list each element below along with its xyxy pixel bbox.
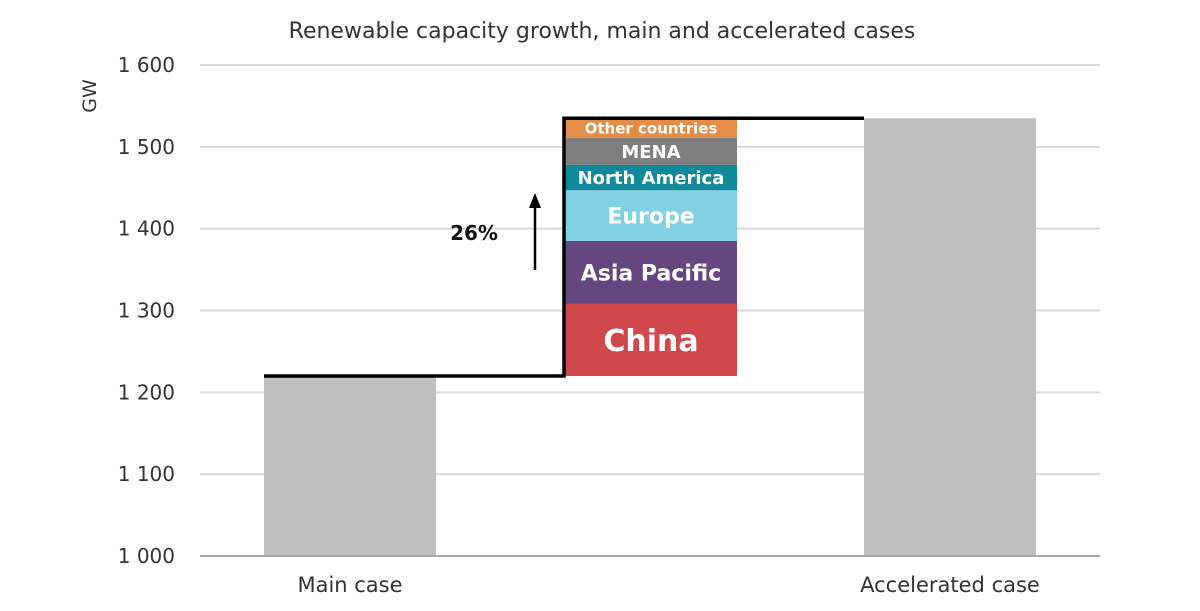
y-axis-label: GW — [79, 79, 101, 113]
segment-label: Asia Pacific — [581, 261, 721, 286]
bar — [264, 375, 436, 556]
segment — [565, 303, 737, 376]
y-tick-label: 1 500 — [118, 135, 175, 159]
segment-label: MENA — [621, 142, 680, 163]
step-connector — [264, 116, 864, 378]
y-tick-label: 1 300 — [118, 299, 175, 323]
category-label: Main case — [297, 573, 402, 597]
increment-segments: China Asia Pacific Europe North America MENA… — [565, 118, 737, 376]
segment-label: Other countries — [585, 119, 718, 137]
step-line — [264, 116, 864, 378]
bars — [264, 118, 1036, 557]
category-label: Accelerated case — [860, 573, 1040, 597]
y-tick-label: 1 100 — [118, 462, 175, 486]
growth-annotation: 26% — [450, 193, 541, 270]
y-tick-label: 1 200 — [118, 380, 175, 404]
category-labels: Main case Accelerated case — [297, 573, 1039, 597]
segment — [565, 137, 737, 165]
segment-label: North America — [578, 168, 725, 189]
chart-title: Renewable capacity growth, main and acce… — [289, 19, 916, 44]
growth-percent-label: 26% — [450, 221, 498, 245]
growth-arrow-head — [529, 193, 541, 208]
segment-label: Europe — [607, 204, 694, 229]
y-tick-label: 1 000 — [118, 544, 175, 568]
segment — [565, 240, 737, 304]
segment-label: China — [603, 324, 698, 359]
bar — [864, 118, 1036, 557]
segment — [565, 190, 737, 241]
y-tick-label: 1 600 — [118, 53, 175, 77]
segment — [565, 164, 737, 191]
segment — [565, 118, 737, 138]
y-tick-labels: 1 000 1 100 1 200 1 300 1 400 1 500 1 600 — [118, 53, 175, 568]
y-tick-label: 1 400 — [118, 217, 175, 241]
